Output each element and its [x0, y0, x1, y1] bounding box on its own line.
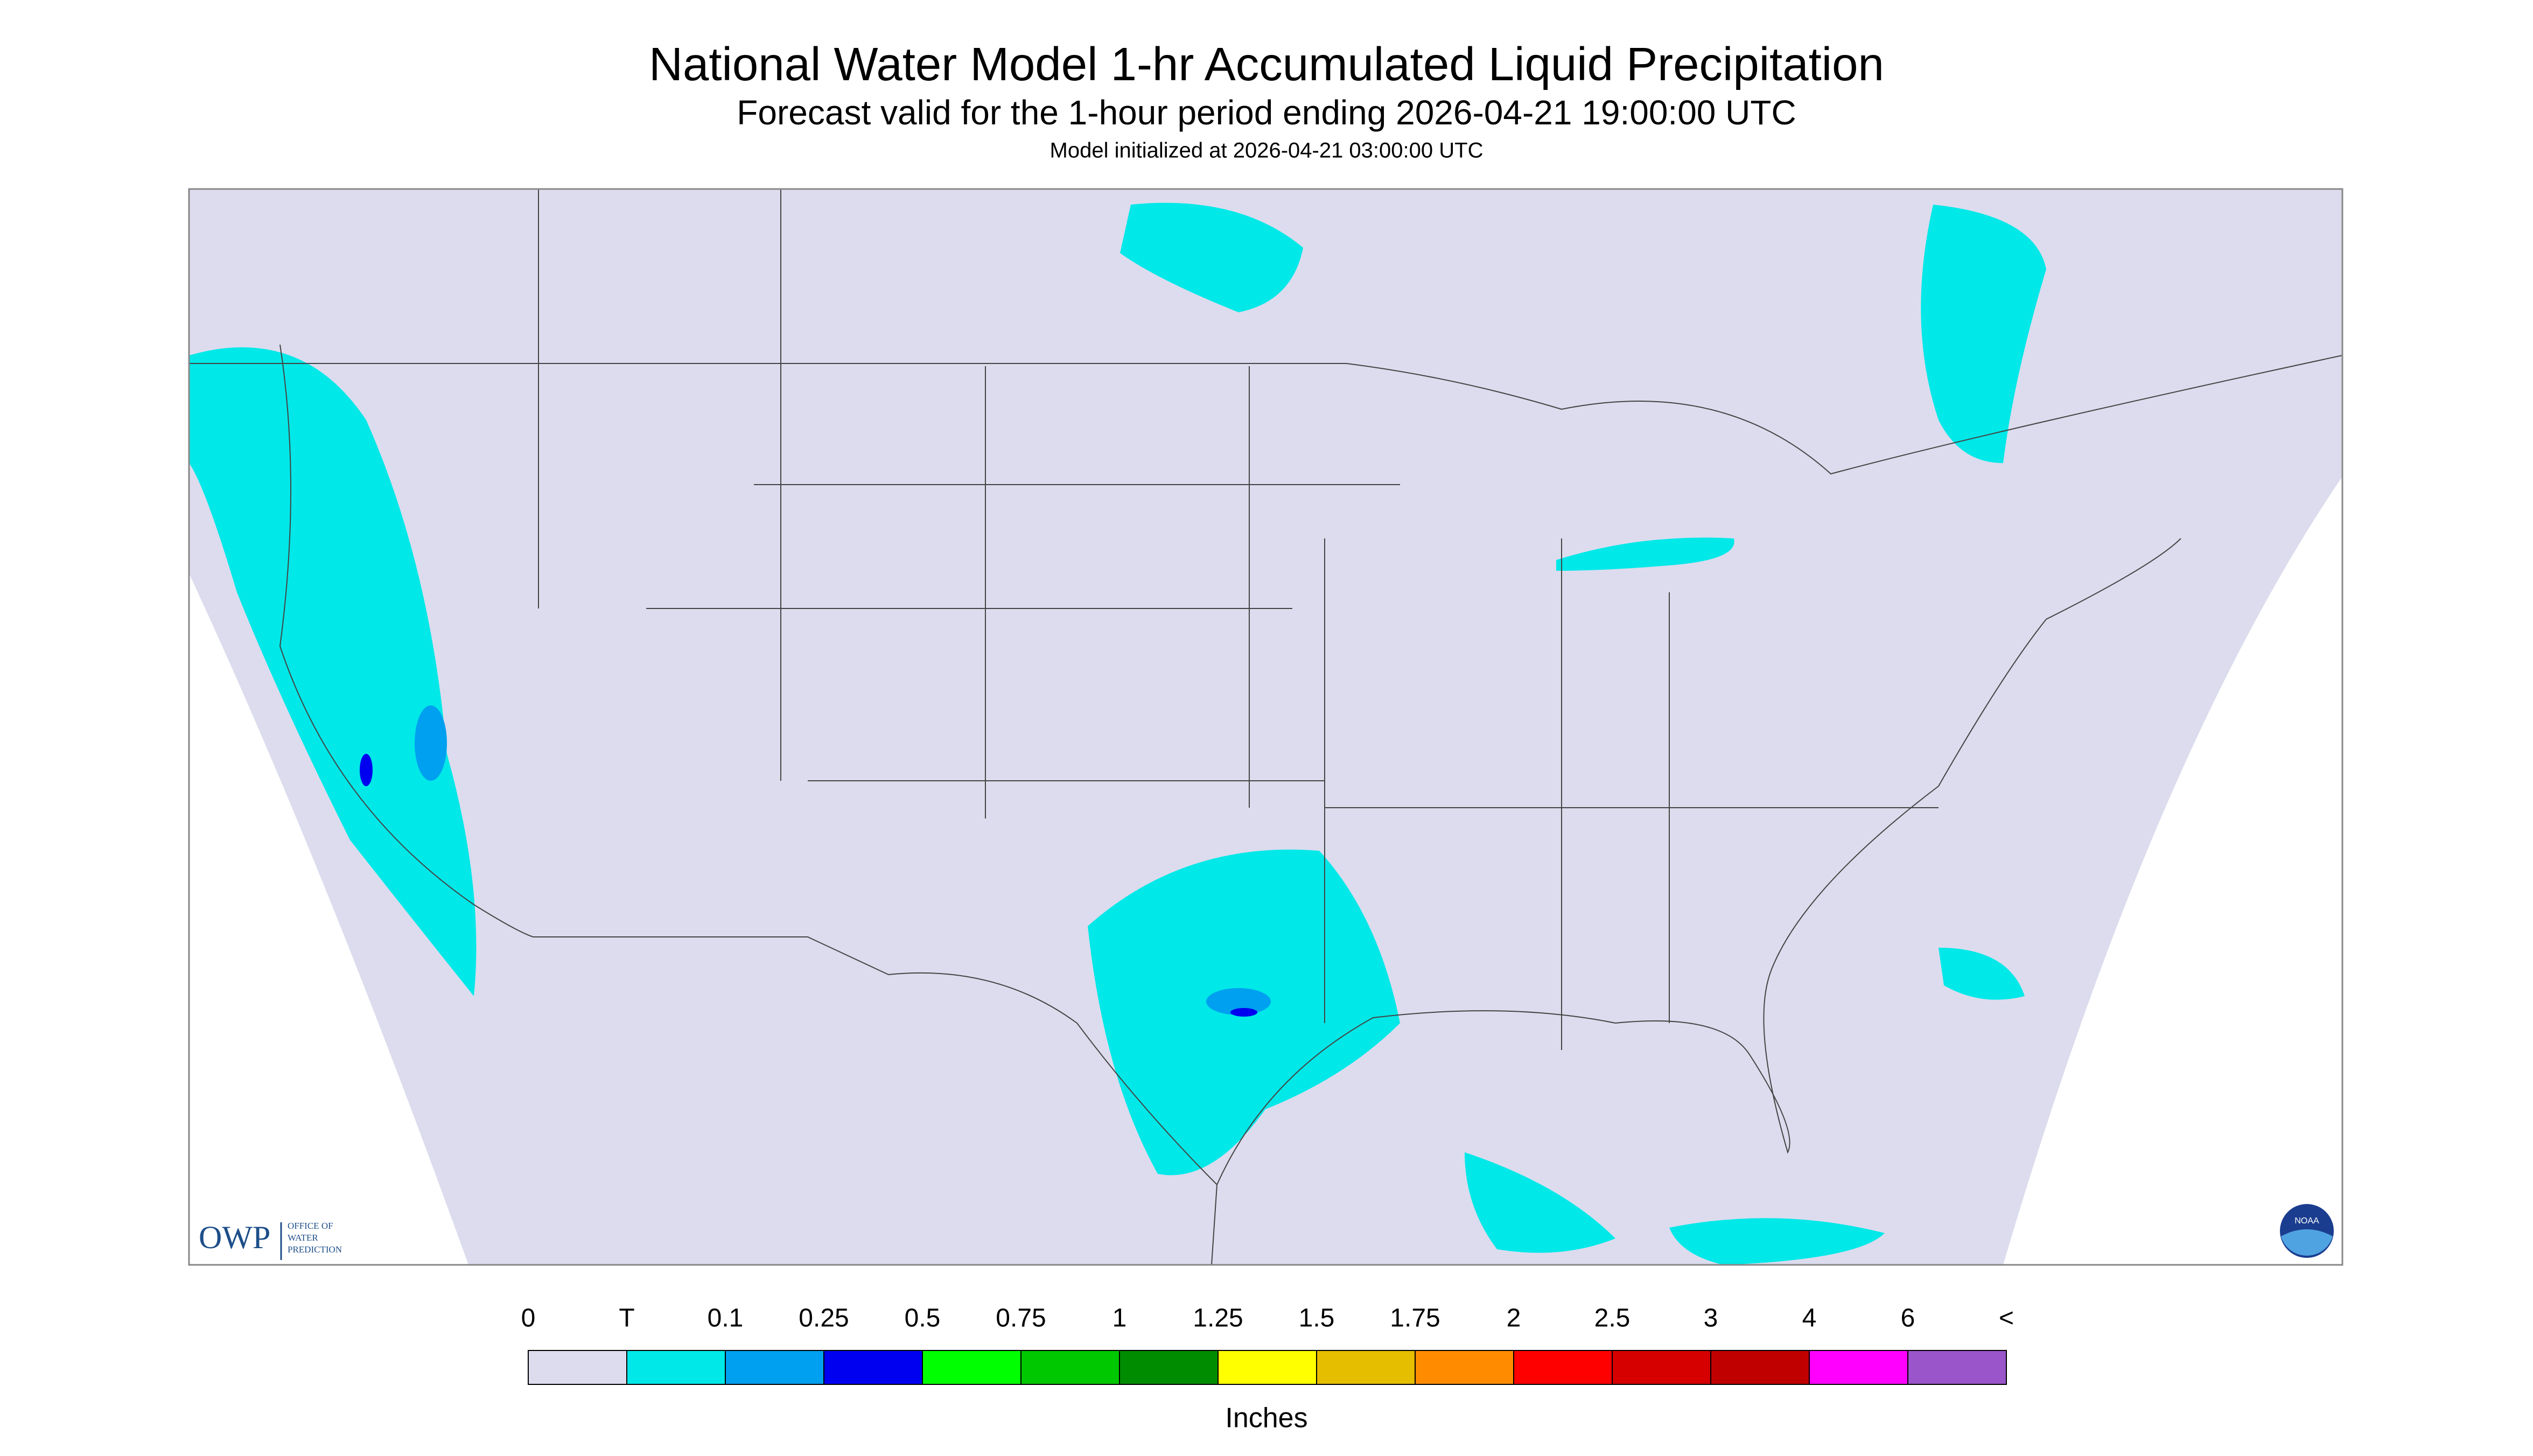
colorbar-swatch — [1907, 1350, 2007, 1385]
precip-heavy — [360, 754, 1257, 1017]
owp-office: WATER — [288, 1233, 318, 1243]
colorbar-label: 1 — [1112, 1304, 1127, 1333]
border-south — [533, 936, 1218, 1265]
colorbar-units: Inches — [1225, 1403, 1307, 1434]
model-domain — [189, 189, 2342, 1265]
colorbar-swatch — [1612, 1350, 1711, 1385]
colorbar-label: 3 — [1704, 1304, 1718, 1333]
map-frame — [188, 188, 2343, 1266]
border-north — [189, 355, 2343, 475]
precip-cell — [415, 705, 447, 781]
precip-caribbean — [1669, 1218, 1885, 1265]
title: National Water Model 1-hr Accumulated Li… — [649, 38, 1884, 90]
colorbar-label: 0.1 — [708, 1304, 744, 1333]
coast-east — [1216, 538, 2181, 1185]
coast-west — [279, 344, 534, 937]
subtitle: Forecast valid for the 1-hour period end… — [737, 93, 1796, 132]
colorbar-label: 0.5 — [905, 1304, 941, 1333]
colorbar-label: 6 — [1901, 1304, 1915, 1333]
noaa-logo: NOAA — [2280, 1204, 2334, 1258]
colorbar-swatch — [1119, 1350, 1219, 1385]
precip-quebec — [1921, 205, 2046, 463]
colorbar-label: 2 — [1507, 1304, 1521, 1333]
colorbar-swatch — [528, 1350, 627, 1385]
owp-mark: OWP — [199, 1220, 270, 1255]
noaa-wave — [2281, 1229, 2333, 1256]
colorbar-swatch — [1217, 1350, 1317, 1385]
colorbar-swatch — [1415, 1350, 1514, 1385]
colorbar-label: 1.25 — [1193, 1304, 1243, 1333]
colorbar: 0 T 0.1 0.25 0.5 0.75 1 1.25 1.5 1.75 2 2.5 3 4 6 < — [521, 1304, 2014, 1385]
colorbar-label: 0 — [521, 1304, 536, 1333]
colorbar-swatch — [626, 1350, 726, 1385]
colorbar-label: T — [619, 1304, 634, 1333]
precip-west-coast — [189, 347, 477, 996]
colorbar-label: 1.5 — [1299, 1304, 1335, 1333]
init-note: Model initialized at 2026-04-21 03:00:00… — [1050, 139, 1484, 163]
map: OWP OFFICE OF WATER PREDICTION NOAA — [188, 188, 2343, 1266]
colorbar-label: 1.75 — [1390, 1304, 1440, 1333]
precip-atlantic — [1939, 948, 2025, 1000]
precip-north — [1120, 202, 1303, 312]
owp-office: OFFICE OF — [288, 1221, 333, 1231]
precip-cell — [1206, 988, 1271, 1015]
owp-logo: OWP OFFICE OF WATER PREDICTION — [199, 1220, 342, 1260]
colorbar-label: 0.75 — [996, 1304, 1046, 1333]
boundaries — [189, 189, 2343, 1265]
owp-office: PREDICTION — [288, 1244, 342, 1255]
colorbar-label: 0.25 — [799, 1304, 849, 1333]
colorbar-swatch — [1809, 1350, 1908, 1385]
precip-cell — [1230, 1008, 1257, 1017]
colorbar-swatch — [1710, 1350, 1810, 1385]
colorbar-swatch — [1316, 1350, 1416, 1385]
precip-michigan — [1556, 537, 1734, 571]
colorbar-label: < — [1999, 1304, 2014, 1333]
colorbar-swatch — [725, 1350, 824, 1385]
noaa-text: NOAA — [2294, 1216, 2319, 1226]
colorbar-swatch — [1513, 1350, 1613, 1385]
precip-gulf — [1465, 1152, 1615, 1253]
colorbar-label: 2.5 — [1594, 1304, 1631, 1333]
colorbar-swatch — [922, 1350, 1021, 1385]
colorbar-label: 4 — [1802, 1304, 1817, 1333]
state-lines — [538, 189, 1939, 1050]
precip-cell — [360, 754, 373, 786]
colorbar-swatch — [1020, 1350, 1120, 1385]
colorbar-swatch — [823, 1350, 923, 1385]
precip-moderate — [415, 705, 1271, 1015]
